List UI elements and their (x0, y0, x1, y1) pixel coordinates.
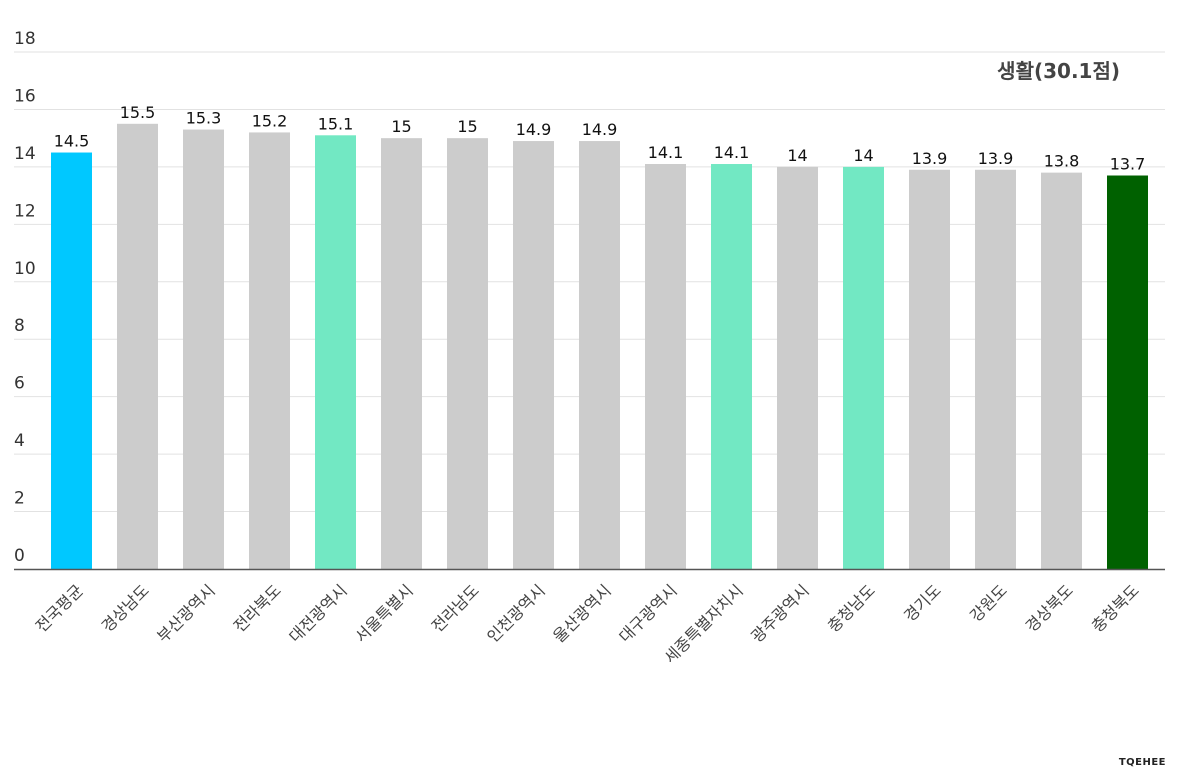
data-label: 14 (787, 146, 807, 165)
bar (579, 141, 620, 570)
data-label: 14.5 (54, 132, 90, 151)
category-label: 경기도 (900, 581, 945, 626)
bar (315, 135, 356, 570)
bar (51, 152, 92, 569)
bars (51, 123, 1148, 570)
data-label: 13.7 (1110, 155, 1146, 174)
bar (249, 132, 290, 569)
y-axis-ticks: 0 2 4 6 8 10 12 14 16 18 (14, 29, 36, 566)
y-tick-label: 10 (14, 259, 36, 279)
y-tick-label: 16 (14, 86, 36, 106)
category-label: 광주광역시 (747, 581, 812, 646)
y-tick-label: 14 (14, 144, 36, 164)
bar (447, 138, 488, 569)
data-label: 15.1 (318, 114, 354, 133)
data-label: 14.1 (714, 143, 750, 162)
data-label: 14 (853, 146, 873, 165)
y-tick-label: 2 (14, 489, 25, 509)
category-label: 전라남도 (428, 581, 483, 636)
category-label: 전라북도 (230, 581, 285, 636)
data-label: 15.2 (252, 111, 288, 130)
y-tick-label: 4 (14, 431, 25, 451)
y-tick-label: 8 (14, 316, 25, 336)
bar (1107, 175, 1148, 569)
bar (777, 166, 818, 569)
bar (381, 138, 422, 569)
y-tick-label: 18 (14, 29, 36, 49)
data-label: 14.9 (516, 120, 552, 139)
category-label: 경상남도 (98, 581, 153, 636)
chart-title: 생활(30.1점) (997, 59, 1120, 83)
category-label: 대전광역시 (285, 581, 350, 646)
bar (843, 166, 884, 569)
data-label: 14.1 (648, 143, 684, 162)
data-label: 13.9 (978, 149, 1014, 168)
category-label: 전국평균 (32, 581, 87, 636)
watermark-logo: TQEHEE (1118, 757, 1166, 768)
category-labels: 전국평균 경상남도 부산광역시 전라북도 대전광역시 서울특별시 전라남도 인천광역시 울산광역… (32, 581, 1143, 667)
category-label: 인천광역시 (483, 581, 548, 646)
category-label: 서울특별시 (351, 581, 416, 646)
bar (711, 164, 752, 569)
y-tick-label: 12 (14, 201, 36, 221)
data-labels: 14.5 15.5 15.3 15.2 15.1 15 15 14.9 14.9 14.1 14.1… (54, 103, 1146, 174)
category-label: 경상북도 (1022, 581, 1077, 636)
y-tick-label: 6 (14, 374, 25, 394)
category-label: 충청남도 (824, 581, 879, 636)
category-label: 충청북도 (1088, 581, 1143, 636)
category-label: 부산광역시 (153, 581, 218, 646)
category-label: 울산광역시 (549, 581, 614, 646)
data-label: 13.9 (912, 149, 948, 168)
data-label: 13.8 (1044, 152, 1080, 171)
y-tick-label: 0 (14, 546, 25, 566)
bar (1041, 172, 1082, 569)
category-label: 강원도 (966, 581, 1011, 626)
bar (513, 141, 554, 570)
data-label: 15.5 (120, 103, 156, 122)
category-label: 대구광역시 (615, 581, 680, 646)
bar (975, 169, 1016, 569)
bar (909, 169, 950, 569)
data-label: 15 (457, 117, 477, 136)
bar (117, 123, 158, 570)
bar (183, 129, 224, 570)
bar (645, 164, 686, 569)
data-label: 14.9 (582, 120, 618, 139)
data-label: 15.3 (186, 109, 222, 128)
data-label: 15 (391, 117, 411, 136)
